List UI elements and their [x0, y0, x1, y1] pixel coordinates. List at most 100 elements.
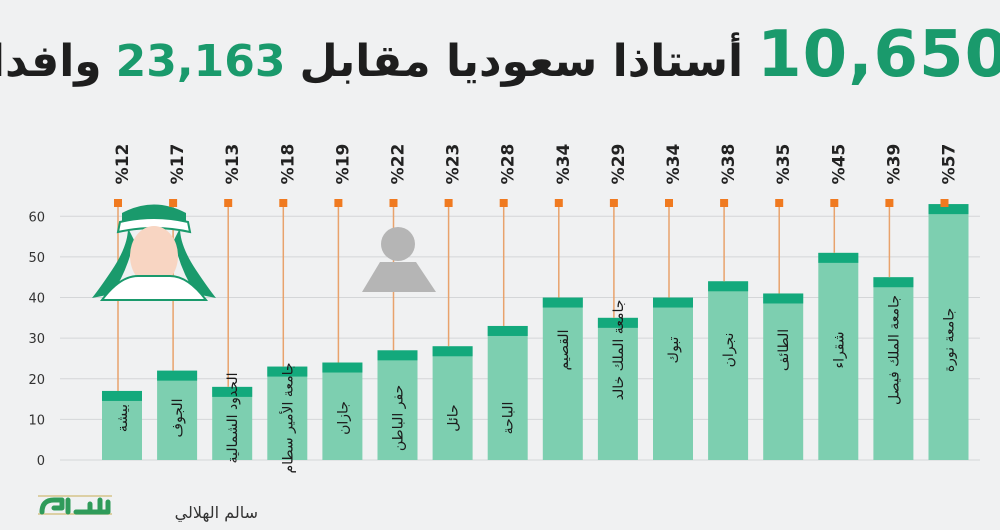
marker-square	[720, 199, 729, 207]
headline-text-1: أستاذا سعوديا مقابل	[299, 36, 744, 87]
marker-square	[940, 199, 949, 207]
y-axis: 0 10 20 30 40 50 60	[28, 210, 45, 469]
bar-cap	[212, 386, 253, 397]
saudi-man-icon	[92, 204, 216, 301]
category-label: القصيم	[556, 330, 572, 371]
bar	[377, 350, 418, 460]
percent-label: %29	[609, 144, 629, 185]
marker-square	[554, 199, 563, 207]
bar	[597, 317, 638, 460]
bar	[928, 204, 969, 460]
percent-labels: %12 %17 %13 %18 %19 %22 %23 %28 %34 %29 %34 %38 %35%…	[113, 143, 960, 184]
percent-label: %23	[444, 144, 464, 185]
category-label: جازان	[335, 401, 351, 435]
bar-cap	[597, 317, 638, 328]
category-label: جامعة الملك خالد	[611, 300, 627, 401]
percent-label: %22	[389, 144, 409, 185]
bar	[708, 281, 749, 460]
category-label: جامعة الأمير سطام	[278, 362, 296, 473]
marker-square	[389, 199, 398, 207]
y-tick-label: 20	[28, 373, 45, 388]
bar	[873, 277, 914, 460]
bar-cap	[267, 366, 308, 377]
marker-square	[775, 199, 784, 207]
marker-square	[169, 199, 178, 207]
y-tick-label: 30	[28, 332, 45, 347]
percent-label: %17	[168, 144, 188, 185]
category-label: نجران	[721, 333, 737, 368]
bar-cap	[542, 297, 583, 308]
bar-cap	[157, 370, 198, 381]
percent-label: %28	[499, 144, 519, 185]
category-label: الجوف	[170, 399, 186, 438]
bar	[818, 252, 859, 460]
category-label: جامعة نورة	[942, 308, 958, 372]
bar	[542, 297, 583, 460]
percent-label: %39	[884, 144, 904, 185]
bar	[102, 390, 142, 460]
bar	[763, 293, 804, 460]
bar-cap	[322, 362, 363, 373]
category-label: جامعة الملك فيصل	[886, 295, 902, 405]
percent-label: %57	[940, 144, 960, 185]
marker-square	[279, 199, 288, 207]
category-label: الطائف	[776, 329, 792, 371]
marker-square	[830, 199, 839, 207]
marker-square	[334, 199, 343, 207]
marker-square	[224, 199, 233, 207]
bar	[653, 297, 693, 460]
headline-number-mid: 23,163	[115, 36, 286, 87]
headline-number-big: 10,650	[757, 18, 1000, 92]
marker-square	[499, 199, 508, 207]
category-labels: بيشة الجوف الحدود الشمالية جامعة الأمير سطا…	[115, 295, 958, 473]
y-tick-label: 60	[28, 210, 45, 225]
bar-cap	[818, 252, 859, 263]
y-tick-label: 50	[28, 251, 45, 266]
y-tick-label: 10	[28, 413, 45, 428]
bar	[432, 346, 473, 460]
author-credit: سالم الهلالي	[174, 503, 258, 522]
bar-cap	[377, 350, 418, 361]
bar	[212, 386, 253, 460]
y-tick-label: 40	[28, 292, 45, 307]
percent-label: %38	[719, 144, 739, 185]
marker-square	[665, 199, 673, 207]
percent-label: %35	[774, 144, 794, 185]
bar	[322, 362, 363, 460]
bar-cap	[653, 297, 693, 308]
marker-square	[609, 199, 618, 207]
bar	[157, 370, 198, 460]
marker-square	[114, 199, 122, 207]
marker-square	[885, 199, 894, 207]
category-label: بيشة	[115, 404, 131, 432]
category-label: الباحة	[501, 402, 517, 435]
category-label: حائل	[446, 404, 462, 431]
bar-cap	[102, 390, 142, 401]
marker-square	[444, 199, 453, 207]
bar-cap	[487, 325, 528, 336]
bars	[102, 204, 969, 460]
decorations	[92, 204, 436, 301]
percent-label: %19	[333, 144, 353, 185]
percent-label: %13	[223, 144, 243, 185]
bar-cap	[708, 281, 749, 292]
bar-cap	[873, 277, 914, 288]
category-label: الحدود الشمالية	[225, 373, 241, 464]
okaz-logo	[34, 488, 120, 522]
headline: 10,650 أستاذا سعوديا مقابل 23,163 وافدا	[0, 18, 1000, 92]
category-label: حفر الباطن	[391, 385, 407, 451]
percent-label: %18	[278, 144, 298, 185]
person-icon	[362, 227, 436, 292]
bar	[267, 366, 308, 460]
percent-label: %12	[113, 144, 133, 185]
markers	[114, 199, 949, 207]
bar	[487, 325, 528, 460]
headline-text-2: وافدا	[0, 36, 102, 87]
percent-label: %34	[664, 143, 684, 184]
category-label: شقراء	[831, 331, 847, 368]
bar-cap	[928, 204, 969, 215]
y-tick-label: 0	[37, 454, 45, 469]
category-label: تبوك	[666, 336, 682, 363]
bar-cap	[763, 293, 804, 304]
